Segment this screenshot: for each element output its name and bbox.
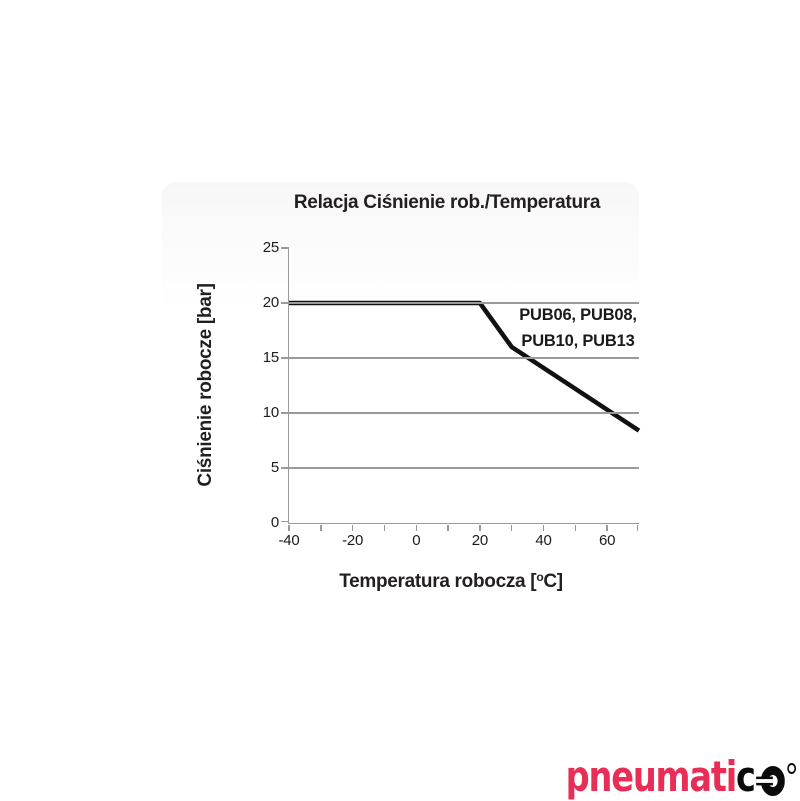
- y-tick-label: 0: [270, 514, 279, 531]
- x-axis-title-pre: Temperatura robocza [: [339, 571, 537, 592]
- y-axis-tick: [281, 302, 289, 304]
- chart-card: [162, 182, 639, 312]
- x-axis-title: Temperatura robocza [oC]: [339, 570, 563, 593]
- gridline: [289, 357, 639, 359]
- y-tick-label: 5: [270, 459, 279, 476]
- x-axis-tick: [574, 524, 577, 531]
- series-annotation: PUB06, PUB08, PUB10, PUB13: [519, 302, 637, 354]
- x-axis-tick: [320, 524, 322, 531]
- y-tick-label: 10: [262, 404, 279, 421]
- series-annotation-line1: PUB06, PUB08,: [519, 306, 637, 324]
- x-axis-tick: [447, 524, 449, 531]
- x-axis-tick: [288, 524, 290, 531]
- gridline: [289, 302, 639, 304]
- logo-red-text: pneumati: [565, 752, 737, 801]
- y-axis-tick: [281, 467, 289, 469]
- registered-mark-icon: [787, 763, 796, 774]
- y-axis-tick: [281, 412, 289, 414]
- pneumatico-o-icon: [756, 766, 785, 796]
- x-tick-label: 0: [412, 532, 421, 549]
- logo-black-c: c: [735, 752, 756, 801]
- y-axis-tick: [281, 520, 289, 523]
- x-axis-tick: [606, 524, 608, 531]
- x-tick-label: -20: [342, 532, 364, 549]
- y-axis-title: Ciśnienie robocze [bar]: [195, 283, 216, 487]
- y-axis-tick: [281, 247, 289, 249]
- y-tick-label: 20: [262, 294, 279, 311]
- x-axis-tick: [383, 524, 386, 531]
- x-axis-tick: [351, 524, 354, 531]
- x-tick-label: 60: [599, 532, 616, 549]
- gridline: [289, 412, 639, 414]
- y-axis-tick: [281, 357, 289, 359]
- gridline: [289, 467, 639, 469]
- x-axis-tick: [542, 524, 545, 531]
- plot-area: PUB06, PUB08, PUB10, PUB13 25 20 15 10 5 0 -40…: [263, 239, 641, 549]
- x-axis-tick: [479, 524, 481, 531]
- x-axis-title-post: C]: [543, 571, 563, 592]
- y-tick-label: 15: [262, 349, 279, 366]
- degree-sup: o: [536, 570, 544, 584]
- x-tick-label: -40: [278, 532, 300, 549]
- x-axis-tick: [415, 524, 418, 531]
- pneumatico-logo: pneumati c: [565, 756, 796, 798]
- series-svg: [289, 300, 641, 433]
- x-axis-tick: [510, 524, 513, 531]
- x-tick-label: 40: [535, 532, 552, 549]
- x-axis-tick: [636, 524, 639, 531]
- series-annotation-line2: PUB10, PUB13: [521, 332, 635, 350]
- x-tick-label: 20: [471, 532, 489, 549]
- chart-title: Relacja Ciśnienie rob./Temperatura: [293, 192, 601, 213]
- y-tick-label: 25: [262, 239, 279, 256]
